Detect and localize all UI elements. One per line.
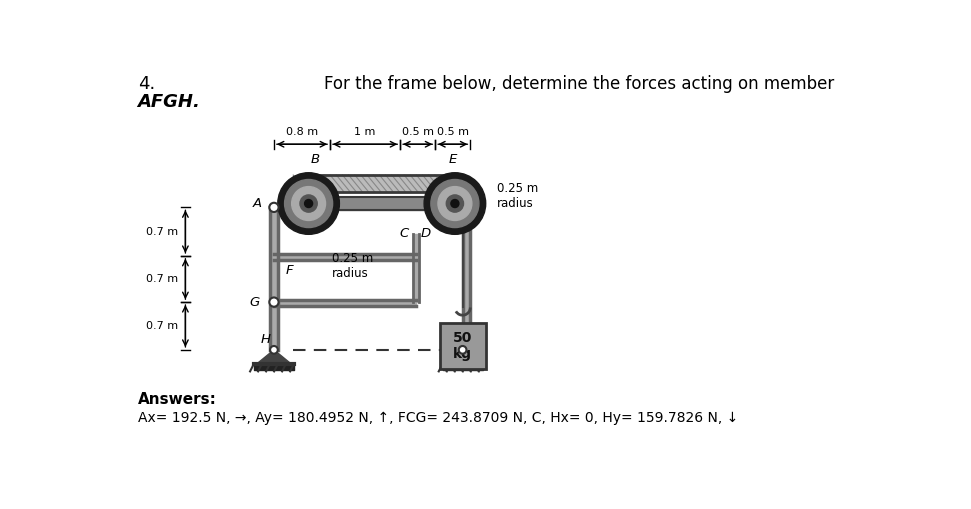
Circle shape [458,346,466,354]
Circle shape [291,187,325,220]
Circle shape [285,180,333,228]
Text: 0.8 m: 0.8 m [285,127,318,136]
Circle shape [431,180,479,228]
Text: 0.25 m
radius: 0.25 m radius [332,252,373,280]
Text: H: H [261,332,271,346]
FancyBboxPatch shape [440,323,486,369]
Text: For the frame below, determine the forces acting on member: For the frame below, determine the force… [324,75,834,93]
Text: Ax= 192.5 N, →, Ay= 180.4952 N, ↑, FCG= 243.8709 N, C, Hx= 0, Hy= 159.7826 N, ↓: Ax= 192.5 N, →, Ay= 180.4952 N, ↑, FCG= … [138,411,738,426]
Text: G: G [250,296,260,308]
Circle shape [447,195,463,212]
Text: 0.7 m: 0.7 m [146,274,178,284]
Text: I: I [473,332,477,346]
Text: F: F [285,264,293,276]
Text: Answers:: Answers: [138,392,217,407]
Circle shape [424,173,486,234]
Circle shape [269,297,279,307]
Text: 1 m: 1 m [354,127,376,136]
Text: 0.25 m
radius: 0.25 m radius [497,182,539,210]
Text: 0.5 m: 0.5 m [402,127,434,136]
Text: B: B [310,153,319,166]
Circle shape [438,187,472,220]
Text: C: C [399,227,409,240]
Text: D: D [421,227,431,240]
Circle shape [269,203,279,212]
Circle shape [270,346,278,354]
Text: 0.5 m: 0.5 m [437,127,469,136]
Text: 4.: 4. [138,75,155,93]
Text: A: A [252,197,261,210]
Polygon shape [257,350,291,364]
Text: 0.7 m: 0.7 m [146,227,178,237]
Circle shape [278,173,340,234]
Text: 0.7 m: 0.7 m [146,321,178,331]
Text: 50
kg: 50 kg [452,331,472,361]
Text: E: E [449,153,457,166]
Text: AFGH.: AFGH. [138,94,201,111]
Circle shape [305,200,313,208]
Polygon shape [309,175,454,192]
Circle shape [451,200,459,208]
Polygon shape [446,350,480,364]
Circle shape [300,195,318,212]
